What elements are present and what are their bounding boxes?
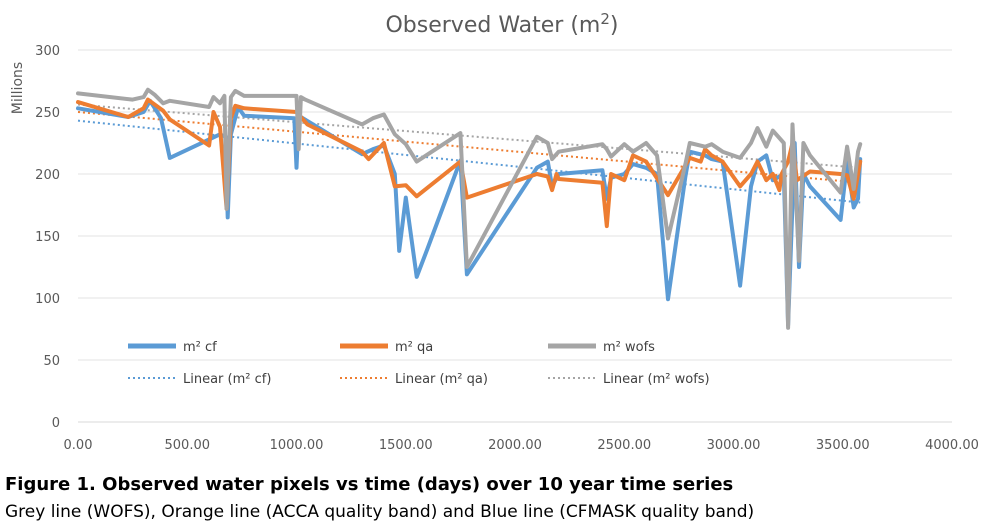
figure-caption-text: Grey line (WOFS), Orange line (ACCA qual… [5, 502, 755, 522]
series-line [76, 87, 863, 330]
y-tick-label: 300 [35, 44, 60, 59]
chart-title-sup: 2 [600, 10, 610, 28]
x-tick-label: 1000.00 [270, 438, 324, 453]
y-tick-label: 250 [35, 106, 60, 121]
observed-water-chart: Observed Water (m2) Millions 05010015020… [10, 10, 979, 453]
y-tick-label: 50 [43, 354, 60, 369]
y-axis-ticks: 0 50 100 150 200 250 300 [35, 44, 60, 431]
chart-title-tail: ) [610, 13, 619, 38]
legend: m² cf m² qa m² wofs Linear (m² cf) Linear (m… [128, 340, 710, 387]
trendline [77, 111, 861, 184]
chart-title-main: Observed Water (m [385, 13, 600, 38]
x-tick-label: 4000.00 [925, 438, 979, 453]
series-line [76, 97, 863, 229]
legend-label: m² cf [183, 340, 217, 355]
x-tick-label: 1500.00 [379, 438, 433, 453]
x-tick-label: 2000.00 [488, 438, 542, 453]
x-tick-label: 3500.00 [816, 438, 870, 453]
legend-label: Linear (m² cf) [183, 372, 271, 387]
y-tick-label: 200 [35, 168, 60, 183]
y-tick-label: 0 [52, 416, 60, 431]
x-tick-label: 0.00 [64, 438, 93, 453]
y-tick-label: 100 [35, 292, 60, 307]
y-tick-label: 150 [35, 230, 60, 245]
x-axis-ticks: 0.00 500.00 1000.00 1500.00 2000.00 2500.00 30… [64, 438, 979, 453]
legend-label: m² wofs [603, 340, 655, 355]
trendline [77, 119, 861, 204]
x-tick-label: 2500.00 [597, 438, 651, 453]
legend-label: m² qa [395, 340, 433, 355]
x-tick-label: 3000.00 [707, 438, 761, 453]
series-lines [76, 87, 863, 330]
chart-title: Observed Water (m2) [385, 10, 618, 38]
legend-label: Linear (m² wofs) [603, 372, 710, 387]
figure-caption-title: Figure 1. Observed water pixels vs time … [5, 474, 734, 495]
trendlines [77, 103, 861, 204]
x-tick-label: 500.00 [165, 438, 211, 453]
trendline [77, 103, 861, 169]
y-axis-label: Millions [10, 62, 26, 114]
legend-label: Linear (m² qa) [395, 372, 488, 387]
